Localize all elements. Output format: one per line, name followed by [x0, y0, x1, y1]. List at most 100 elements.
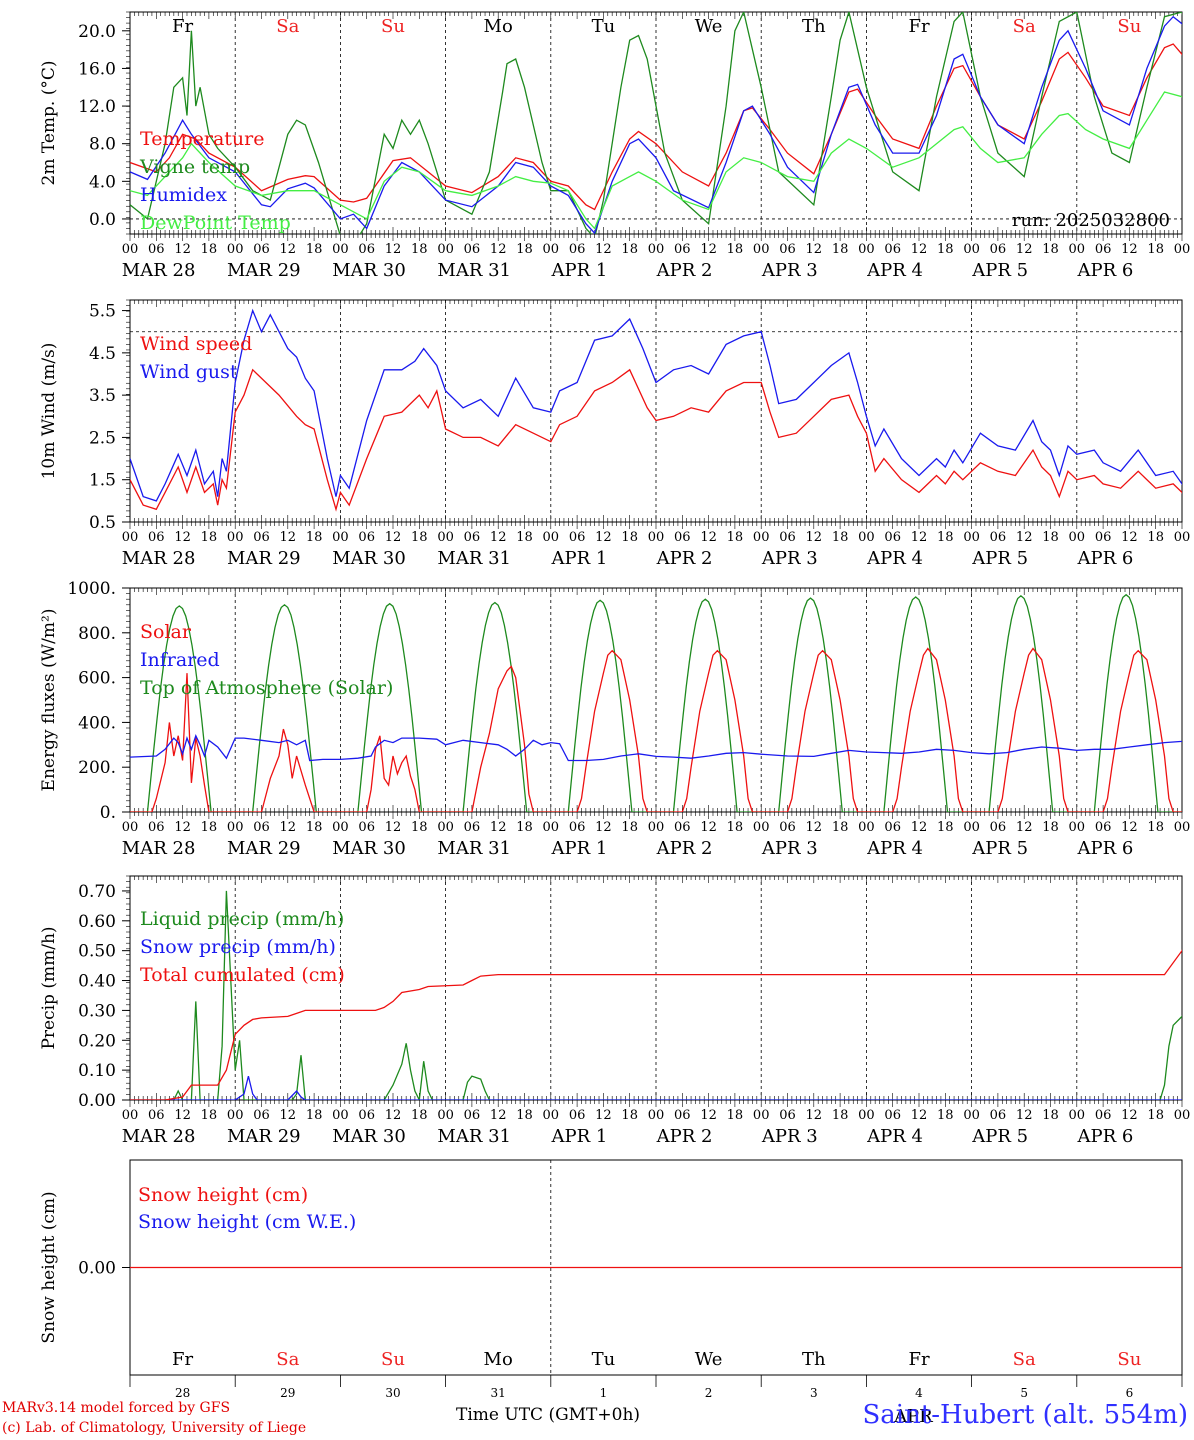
hour-tick-label: 06 [253, 530, 270, 545]
weekday-label: We [695, 1349, 723, 1370]
legend-top-of-atmosphere-solar: Top of Atmosphere (Solar) [140, 677, 393, 699]
date-label: APR 6 [1076, 838, 1133, 859]
hour-tick-label: 12 [280, 1108, 297, 1123]
hour-tick-label: 12 [595, 242, 612, 257]
date-label: MAR 28 [122, 260, 196, 281]
weekday-label: Fr [908, 1349, 929, 1370]
weekday-label: Fr [908, 16, 929, 37]
hour-tick-label: 00 [437, 242, 454, 257]
legend-dewpoint-temp: DewPoint Temp [140, 212, 291, 234]
hour-tick-label: 06 [674, 820, 691, 835]
hour-tick-label: 18 [937, 1108, 954, 1123]
hour-tick-label: 00 [543, 242, 560, 257]
hour-tick-label: 18 [411, 1108, 428, 1123]
hour-tick-label: 18 [937, 530, 954, 545]
y-tick-label: 16.0 [78, 59, 116, 79]
hour-tick-label: 12 [174, 820, 191, 835]
hour-tick-label: 12 [174, 1108, 191, 1123]
date-label: APR 4 [866, 548, 923, 569]
hour-tick-label: 12 [911, 820, 928, 835]
hour-tick-label: 18 [411, 530, 428, 545]
hour-tick-label: 00 [753, 1108, 770, 1123]
hour-tick-label: 00 [963, 242, 980, 257]
y-tick-label: 1.5 [89, 471, 116, 491]
hour-tick-label: 00 [858, 1108, 875, 1123]
hour-tick-label: 18 [1042, 242, 1059, 257]
legend-humidex: Humidex [140, 184, 227, 206]
date-label: APR 3 [761, 260, 818, 281]
hour-tick-label: 00 [1069, 1108, 1086, 1123]
hour-tick-label: 00 [543, 820, 560, 835]
hour-tick-label: 12 [490, 820, 507, 835]
y-tick-label: 8.0 [89, 135, 116, 155]
panel-2: 0.5 1.5 2.5 3.5 4.5 5.5 10m Wind (m/s) 00 06 12 18… [39, 299, 1190, 569]
hour-tick-label: 00 [1069, 242, 1086, 257]
date-label: APR 1 [550, 838, 607, 859]
hour-tick-label: 00 [437, 1108, 454, 1123]
hour-tick-label: 12 [280, 820, 297, 835]
series-snow-precip-mm-h [130, 1075, 1182, 1100]
date-label: APR 2 [656, 1126, 713, 1147]
hour-tick-label: 12 [490, 1108, 507, 1123]
y-tick-label: 3.5 [89, 386, 116, 406]
date-label: MAR 30 [332, 260, 406, 281]
hour-tick-label: 06 [569, 242, 586, 257]
legend-snow-height-cm-w-e: Snow height (cm W.E.) [138, 1211, 356, 1233]
hour-tick-label: 00 [543, 530, 560, 545]
legend-total-cumulated-cm: Total cumulated (cm) [140, 964, 345, 986]
hour-tick-label: 18 [832, 530, 849, 545]
y-tick-label: 0.5 [89, 513, 116, 533]
date-label: APR 5 [971, 548, 1028, 569]
time-axis-label: Time UTC (GMT+0h) [456, 1405, 641, 1425]
hour-tick-label: 12 [1121, 530, 1138, 545]
station-title: Saint-Hubert (alt. 554m) [862, 1400, 1188, 1430]
hour-tick-label: 06 [884, 1108, 901, 1123]
weekday-label: Sa [276, 16, 299, 37]
weekday-label: Tu [592, 16, 616, 37]
hour-tick-label: 12 [911, 530, 928, 545]
date-label: MAR 31 [437, 1126, 511, 1147]
hour-tick-label: 00 [1174, 1108, 1191, 1123]
hour-tick-label: 00 [648, 242, 665, 257]
hour-tick-label: 00 [1069, 530, 1086, 545]
hour-tick-label: 06 [884, 530, 901, 545]
hour-tick-label: 06 [779, 530, 796, 545]
date-label: MAR 29 [227, 548, 301, 569]
panel-5: 0.00 Snow height (cm) Fr 28 Sa 29 Su 30 Mo 31 Tu 1 W… [39, 1159, 1183, 1427]
y-tick-label: 20.0 [78, 22, 116, 42]
date-label: APR 1 [550, 548, 607, 569]
model-credit: MARv3.14 model forced by GFS [2, 1400, 231, 1416]
hour-tick-label: 18 [201, 530, 218, 545]
hour-tick-label: 12 [280, 530, 297, 545]
hour-tick-label: 18 [306, 242, 323, 257]
series-wind-speed [130, 368, 1182, 512]
hour-tick-label: 06 [358, 820, 375, 835]
hour-tick-label: 00 [332, 242, 349, 257]
hour-tick-label: 18 [1042, 530, 1059, 545]
weekday-label: Tu [592, 1349, 616, 1370]
y-tick-label: 0.50 [78, 942, 116, 962]
hour-tick-label: 12 [595, 820, 612, 835]
hour-tick-label: 00 [543, 1108, 560, 1123]
hour-tick-label: 18 [937, 242, 954, 257]
hour-tick-label: 00 [648, 1108, 665, 1123]
hour-tick-label: 06 [148, 820, 165, 835]
series-total-cumulated-cm [130, 949, 1182, 1100]
plot-frame [129, 587, 1183, 813]
hour-tick-label: 12 [385, 530, 402, 545]
y-tick-label: 2.5 [89, 428, 116, 448]
date-label: MAR 30 [332, 838, 406, 859]
hour-tick-label: 18 [621, 820, 638, 835]
hour-tick-label: 00 [963, 820, 980, 835]
hour-tick-label: 18 [306, 820, 323, 835]
hour-tick-label: 18 [201, 1108, 218, 1123]
y-tick-label: 200. [78, 758, 116, 778]
y-tick-label: 400. [78, 713, 116, 733]
hour-tick-label: 18 [621, 530, 638, 545]
series-humidex [130, 15, 1182, 234]
date-label: APR 5 [971, 1126, 1028, 1147]
date-label: APR 5 [971, 838, 1028, 859]
hour-tick-label: 00 [437, 530, 454, 545]
hour-tick-label: 06 [464, 530, 481, 545]
